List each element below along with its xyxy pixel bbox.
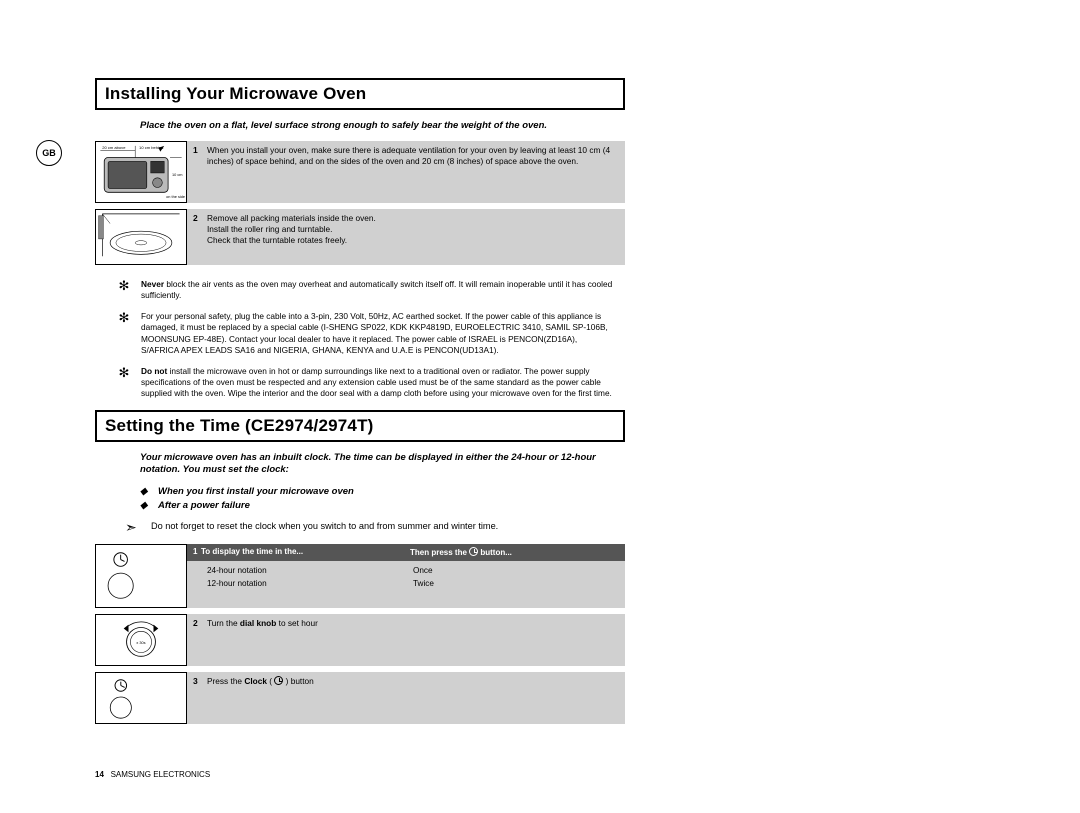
step2-line3: Check that the turntable rotates freely. bbox=[207, 235, 347, 245]
diamond-bullet: ◆ After a power failure bbox=[140, 499, 625, 513]
section2-step1: 1 To display the time in the... Then pre… bbox=[95, 544, 625, 608]
dial-knob-illustration: x 30s bbox=[95, 614, 187, 666]
section1-step1-body: 1 When you install your oven, make sure … bbox=[187, 141, 625, 203]
turntable-illustration bbox=[95, 209, 187, 265]
section2-step3: 3 Press the Clock ( ) button bbox=[95, 672, 625, 724]
step2-number: 2 bbox=[193, 213, 201, 259]
brand-name: SAMSUNG ELECTRONICS bbox=[111, 770, 211, 779]
row-cell: Once bbox=[413, 565, 619, 577]
section2-bullets: ◆ When you first install your microwave … bbox=[140, 485, 625, 514]
gb-badge: GB bbox=[36, 140, 62, 166]
note-item: ✻ Do not install the microwave oven in h… bbox=[117, 366, 625, 400]
note-text: Never block the air vents as the oven ma… bbox=[141, 279, 625, 301]
row-cell: 12-hour notation bbox=[207, 578, 413, 590]
row-cell: 24-hour notation bbox=[207, 565, 413, 577]
arrow-icon: ➣ bbox=[125, 520, 139, 534]
dial-label: x 30s bbox=[136, 640, 145, 644]
section2-title-box: Setting the Time (CE2974/2974T) bbox=[95, 410, 625, 442]
section1-intro: Place the oven on a flat, level surface … bbox=[140, 120, 625, 133]
step-number: 3 bbox=[193, 676, 201, 718]
label-20cm-above: 20 cm above bbox=[102, 145, 126, 150]
diamond-icon: ◆ bbox=[140, 485, 150, 499]
page-content: Installing Your Microwave Oven Place the… bbox=[95, 78, 625, 730]
label-10cm-side-a: 10 cm bbox=[172, 172, 183, 177]
diamond-text: When you first install your microwave ov… bbox=[158, 485, 354, 499]
page-number: 14 bbox=[95, 770, 104, 779]
section2-step3-body: 3 Press the Clock ( ) button bbox=[187, 672, 625, 724]
clock-icon bbox=[469, 547, 478, 556]
page-footer: 14 SAMSUNG ELECTRONICS bbox=[95, 770, 210, 779]
diamond-text: After a power failure bbox=[158, 499, 250, 513]
step1-number: 1 bbox=[193, 145, 201, 197]
section2-title: Setting the Time (CE2974/2974T) bbox=[105, 416, 615, 436]
step2-line1: Remove all packing materials inside the … bbox=[207, 213, 376, 223]
row-cell: Twice bbox=[413, 578, 619, 590]
diamond-icon: ◆ bbox=[140, 499, 150, 513]
header-right: Then press the button... bbox=[410, 547, 619, 559]
section1-step2: 2 Remove all packing materials inside th… bbox=[95, 209, 625, 265]
section2-step2: x 30s 2 Turn the dial knob to set hour bbox=[95, 614, 625, 666]
diamond-bullet: ◆ When you first install your microwave … bbox=[140, 485, 625, 499]
clock-button-illustration bbox=[95, 544, 187, 608]
microwave-clearance-illustration: 20 cm above 10 cm behind 10 cm on the si… bbox=[95, 141, 187, 203]
arrow-text: Do not forget to reset the clock when yo… bbox=[151, 520, 498, 534]
step1-text: When you install your oven, make sure th… bbox=[207, 145, 619, 197]
summer-time-note: ➣ Do not forget to reset the clock when … bbox=[125, 520, 625, 534]
snowflake-icon: ✻ bbox=[117, 311, 131, 356]
step3-text: Press the Clock ( ) button bbox=[207, 676, 314, 718]
section1-title-box: Installing Your Microwave Oven bbox=[95, 78, 625, 110]
label-10cm-side-b: on the side bbox=[166, 194, 185, 199]
step2-text: Turn the dial knob to set hour bbox=[207, 618, 318, 660]
note-item: ✻ For your personal safety, plug the cab… bbox=[117, 311, 625, 356]
clock-icon bbox=[274, 676, 283, 685]
note-text: For your personal safety, plug the cable… bbox=[141, 311, 625, 356]
section1-notes: ✻ Never block the air vents as the oven … bbox=[117, 279, 625, 400]
section1-step2-body: 2 Remove all packing materials inside th… bbox=[187, 209, 625, 265]
clock-button-illustration-2 bbox=[95, 672, 187, 724]
step-number: 1 bbox=[193, 547, 201, 559]
snowflake-icon: ✻ bbox=[117, 366, 131, 400]
snowflake-icon: ✻ bbox=[117, 279, 131, 301]
note-item: ✻ Never block the air vents as the oven … bbox=[117, 279, 625, 301]
section2-intro: Your microwave oven has an inbuilt clock… bbox=[140, 452, 625, 478]
step1-header-row: 1 To display the time in the... Then pre… bbox=[187, 544, 625, 562]
section2-step2-body: 2 Turn the dial knob to set hour bbox=[187, 614, 625, 666]
section1-step1: 20 cm above 10 cm behind 10 cm on the si… bbox=[95, 141, 625, 203]
section2-step1-body: 1 To display the time in the... Then pre… bbox=[187, 544, 625, 608]
step1-rows: 24-hour notation Once 12-hour notation T… bbox=[187, 561, 625, 596]
note-text: Do not install the microwave oven in hot… bbox=[141, 366, 625, 400]
section1-title: Installing Your Microwave Oven bbox=[105, 84, 615, 104]
step2-line2: Install the roller ring and turntable. bbox=[207, 224, 332, 234]
step-number: 2 bbox=[193, 618, 201, 660]
step2-text: Remove all packing materials inside the … bbox=[207, 213, 376, 259]
header-left: To display the time in the... bbox=[201, 547, 410, 559]
